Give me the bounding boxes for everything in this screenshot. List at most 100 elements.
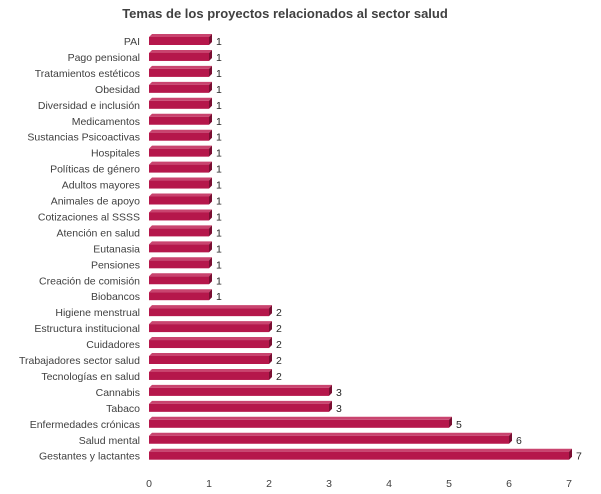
- category-label: Higiene menstrual: [55, 307, 140, 319]
- category-label: Estructura institucional: [34, 323, 140, 335]
- bar: [149, 49, 212, 61]
- bar-top-face: [149, 145, 212, 149]
- bar-front-face: [149, 260, 209, 269]
- bar-front-face: [149, 292, 209, 301]
- category-label: Trabajadores sector salud: [19, 355, 140, 367]
- category-label: Creación de comisión: [39, 275, 140, 287]
- category-label: Salud mental: [79, 435, 140, 447]
- bar-front-face: [149, 148, 209, 157]
- value-label: 1: [216, 180, 222, 192]
- value-label: 2: [276, 323, 282, 335]
- category-label: Gestantes y lactantes: [39, 451, 140, 463]
- bar-top-face: [149, 353, 272, 356]
- bar-top-face: [149, 416, 452, 420]
- bar: [149, 448, 572, 460]
- bar-front-face: [149, 212, 209, 221]
- value-label: 1: [216, 275, 222, 287]
- value-label: 2: [276, 371, 282, 383]
- value-label: 1: [216, 164, 222, 176]
- value-label: 5: [456, 419, 462, 431]
- bar-top-face: [149, 113, 212, 117]
- bar-side-face: [509, 432, 512, 444]
- bar-front-face: [149, 52, 209, 61]
- bar-top-face: [149, 289, 212, 293]
- bar-top-face: [149, 400, 332, 404]
- bars-layer: [149, 34, 572, 460]
- x-tick-label: 5: [446, 478, 452, 490]
- bar: [149, 97, 212, 109]
- value-label: 1: [216, 84, 222, 96]
- category-label: PAI: [124, 36, 140, 48]
- category-label: Tabaco: [106, 403, 140, 415]
- category-label: Sustancias Psicoactivas: [27, 132, 140, 144]
- bar: [149, 193, 212, 205]
- bar-front-face: [149, 340, 269, 349]
- value-label: 1: [216, 227, 222, 239]
- bar-front-face: [149, 356, 269, 364]
- x-tick-label: 6: [506, 478, 512, 490]
- bar: [149, 416, 452, 428]
- bar-side-face: [209, 273, 212, 285]
- bar-top-face: [149, 368, 272, 372]
- bar-front-face: [149, 68, 209, 77]
- bar-front-face: [149, 451, 569, 460]
- value-label: 1: [216, 36, 222, 48]
- bar-top-face: [149, 225, 212, 229]
- bar-front-face: [149, 435, 509, 444]
- category-label: Cannabis: [96, 387, 140, 399]
- category-label: Tecnologías en salud: [41, 371, 140, 383]
- x-tick-label: 1: [206, 478, 212, 490]
- value-label: 1: [216, 132, 222, 144]
- bar-side-face: [269, 321, 272, 333]
- x-tick-label: 7: [566, 478, 572, 490]
- bar-top-face: [149, 97, 212, 101]
- bar-top-face: [149, 193, 212, 197]
- value-labels: 1 1 1 1 1 1 1 1 1 1 1 1 1 1 1 1 1 2 2 2 2 2 3 3 5 6 7: [216, 36, 582, 463]
- bar-side-face: [209, 289, 212, 301]
- bar-front-face: [149, 100, 209, 109]
- bar-front-face: [149, 164, 209, 173]
- bar-side-face: [209, 97, 212, 109]
- category-label: Enfermedades crónicas: [30, 419, 140, 431]
- value-label: 1: [216, 259, 222, 271]
- bar-side-face: [209, 177, 212, 189]
- value-label: 3: [336, 403, 342, 415]
- bar-front-face: [149, 116, 209, 125]
- bar-top-face: [149, 384, 332, 388]
- bar-top-face: [149, 273, 212, 277]
- bar-front-face: [149, 387, 329, 396]
- bar-front-face: [149, 419, 449, 428]
- bar: [149, 337, 272, 349]
- x-tick-label: 0: [146, 478, 152, 490]
- bar: [149, 129, 212, 141]
- bar-side-face: [209, 209, 212, 221]
- category-label: Animales de apoyo: [51, 196, 140, 208]
- bar-side-face: [269, 305, 272, 317]
- bar-top-face: [149, 34, 212, 37]
- category-label: Obesidad: [95, 84, 140, 96]
- bar-top-face: [149, 257, 212, 261]
- category-label: Pensiones: [91, 259, 140, 271]
- category-label: Tratamientos estéticos: [35, 68, 140, 80]
- category-label: Hospitales: [91, 148, 140, 160]
- value-label: 6: [516, 435, 522, 447]
- category-label: Atención en salud: [57, 227, 141, 239]
- x-tick-label: 4: [386, 478, 392, 490]
- bar: [149, 34, 212, 45]
- value-label: 1: [216, 211, 222, 223]
- value-label: 1: [216, 116, 222, 128]
- bar-side-face: [209, 65, 212, 77]
- value-label: 1: [216, 100, 222, 112]
- bar-top-face: [149, 49, 212, 53]
- bar: [149, 368, 272, 380]
- bar-side-face: [209, 49, 212, 61]
- value-label: 3: [336, 387, 342, 399]
- bar-side-face: [269, 368, 272, 380]
- bar-top-face: [149, 448, 572, 452]
- category-label: Pago pensional: [68, 52, 140, 64]
- bar-side-face: [209, 129, 212, 141]
- value-label: 1: [216, 291, 222, 303]
- bar-top-face: [149, 81, 212, 85]
- bar-top-face: [149, 177, 212, 181]
